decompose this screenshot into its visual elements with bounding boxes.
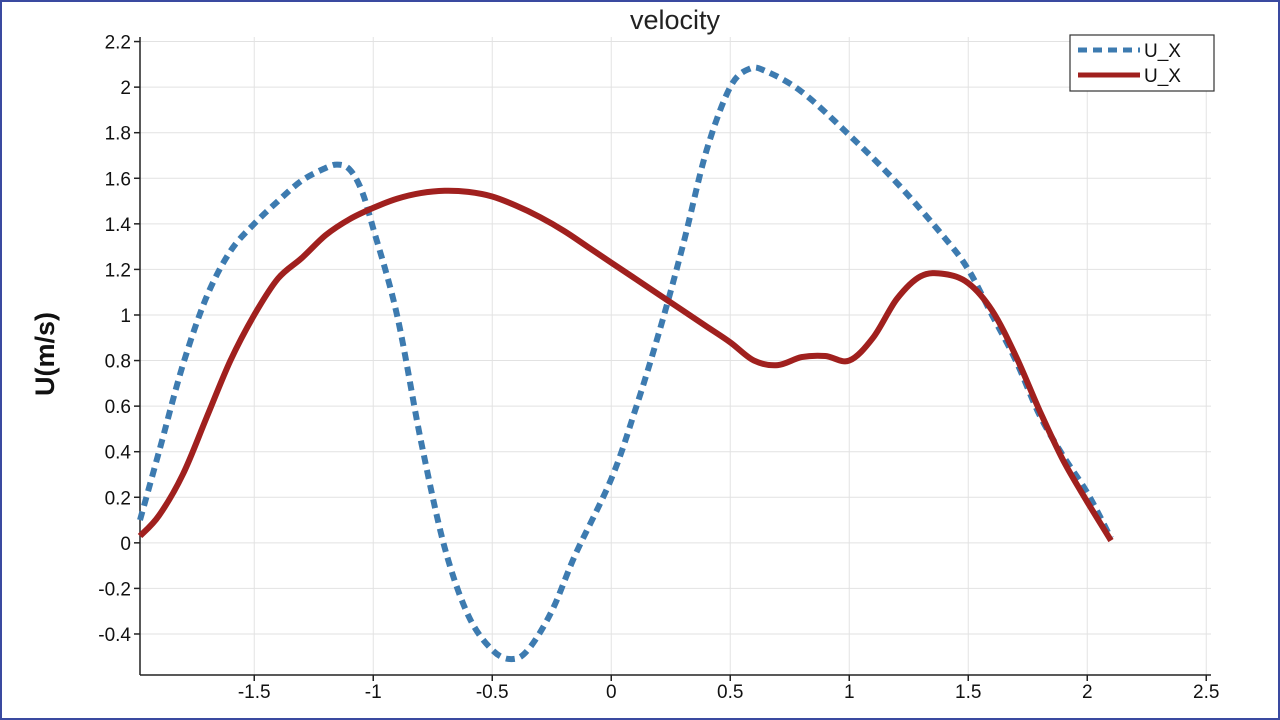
y-tick-label: 0.6 [105,397,131,418]
x-tick-label: -1 [365,682,382,703]
legend-box [1069,34,1215,92]
x-tick-label: 0 [606,682,617,703]
legend-label: U_X [1144,41,1181,62]
y-tick-label: 1.2 [105,260,131,281]
x-tick-label: 1.5 [955,682,981,703]
grid [140,37,1211,675]
y-tick-label: 2 [120,78,131,99]
chart-title: velocity [630,5,721,35]
series-line-solid [137,187,1114,543]
y-tick-label: 1.4 [105,215,132,236]
axes: -1.5 -1 -0.5 0 0.5 1 1.5 2 2.5 -0.4 -0.2 0 0.2 0.4 0.6… [98,33,1219,703]
y-tick-label: 0.4 [105,443,132,464]
x-tick-label: 1 [844,682,855,703]
y-tick-label: 2.2 [105,33,131,54]
y-tick-label: 0 [120,534,131,555]
y-tick-label: 1.8 [105,124,131,145]
series-lines [137,64,1114,663]
y-tick-label: 1.6 [105,169,131,190]
x-tick-label: 2.5 [1193,682,1219,703]
y-tick-label: -0.2 [98,579,131,600]
y-tick-label: 1 [120,306,131,327]
y-axis-label: U(m/s) [30,312,60,396]
x-tick-label: -0.5 [476,682,509,703]
legend-label: U_X [1144,66,1181,87]
series-line-dashed [137,64,1114,663]
x-tick-label: 2 [1082,682,1093,703]
y-tick-label: 0.8 [105,352,131,373]
x-tick-label: 0.5 [717,682,743,703]
y-tick-label: 0.2 [105,488,131,509]
x-tick-label: -1.5 [238,682,271,703]
legend: U_X U_X [1069,34,1215,92]
y-tick-label: -0.4 [98,625,131,646]
